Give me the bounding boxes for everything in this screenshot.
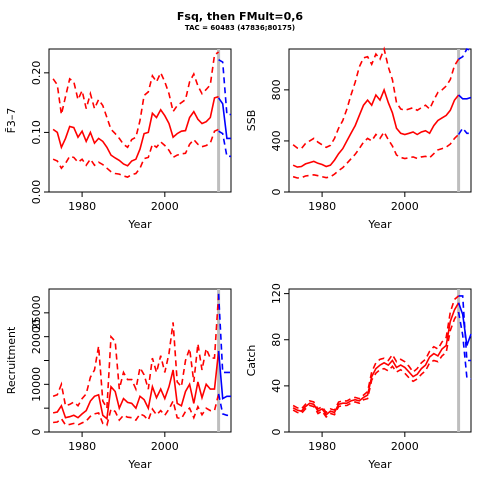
- panel-1-frame: [48, 48, 232, 193]
- panel-2-ytick-label-1: 400: [270, 130, 283, 151]
- panel-3-ylabel: Recruitment: [5, 326, 18, 394]
- panel-4-ytick-label-3: 120: [270, 283, 283, 304]
- panel-1-xtick-label-0: 1980: [68, 200, 96, 213]
- panel-2-ytick-label-2: 800: [270, 79, 283, 100]
- panel-2-historic-upper: [292, 46, 460, 150]
- panel-3-projection-upper: [217, 293, 231, 374]
- panel-3-historic-median: [52, 350, 220, 421]
- panel-4-xlabel: Year: [367, 458, 392, 471]
- panel-4-ytick-label-0: 0: [270, 429, 283, 436]
- panel-3-ytick-label-2: 10000: [30, 367, 43, 402]
- panel-4-historic-median: [292, 302, 460, 416]
- panel-1-projection-upper: [218, 59, 231, 116]
- panel-4-ytick-label-1: 40: [270, 379, 283, 393]
- panel-3-historic-upper: [52, 293, 220, 411]
- panel-1-ylabel: F̄3–7: [5, 108, 18, 134]
- panel-3-xlabel: Year: [127, 458, 152, 471]
- panel-1-historic-upper: [52, 51, 220, 149]
- panel-4-xtick-label-1: 2000: [391, 440, 419, 453]
- figure-subtitle: TAC = 60483 (47836;80175): [184, 24, 296, 32]
- panel-2-historic-lower: [292, 130, 460, 179]
- panel-2-xlabel: Year: [367, 218, 392, 231]
- panel-2-xtick-label-1: 2000: [391, 200, 419, 213]
- panel-4-ytick-label-2: 80: [270, 333, 283, 347]
- panel-3-xtick-label-1: 2000: [151, 440, 179, 453]
- panel-2-projection-upper: [458, 48, 472, 60]
- panel-2-ytick-label-0: 0: [270, 189, 283, 196]
- panel-1-historic-median: [52, 95, 219, 167]
- panel-1-ytick-label-0: 0.00: [30, 180, 43, 205]
- panel-1-ytick-label-1: 0.10: [30, 120, 43, 145]
- panel-3-ytick-label-5: 25000: [30, 295, 43, 330]
- panel-3-projection-lower: [217, 393, 231, 417]
- panel-4-projection-lower: [457, 311, 472, 380]
- panel-3-historic-lower: [53, 393, 220, 427]
- panel-2-ylabel: SSB: [245, 110, 258, 132]
- panel-4-frame: [288, 288, 472, 433]
- panel-3-projection-median: [217, 350, 231, 400]
- panel-2-projection-lower: [457, 126, 471, 135]
- panel-3-ytick-label-0: 0: [30, 429, 43, 436]
- panel-2-historic-median: [292, 87, 460, 168]
- panel-4-projection-upper: [458, 295, 471, 362]
- panel-1-ytick-label-2: 0.20: [30, 61, 43, 86]
- panel-1-projection-median: [217, 97, 231, 140]
- panel-1-historic-lower: [52, 128, 219, 178]
- panel-4-projection-median: [457, 302, 472, 346]
- panel-1-projection-lower: [218, 130, 231, 158]
- panel-2-xtick-label-0: 1980: [308, 200, 336, 213]
- panel-3-ytick-label-4: 20000: [30, 319, 43, 354]
- panel-2-projection-median: [458, 94, 472, 100]
- panel-1-xlabel: Year: [127, 218, 152, 231]
- panel-1-xtick-label-1: 2000: [151, 200, 179, 213]
- panel-2-frame: [288, 48, 472, 193]
- panel-4-xtick-label-0: 1980: [308, 440, 336, 453]
- panel-3-xtick-label-0: 1980: [68, 440, 96, 453]
- panel-4-historic-lower: [292, 311, 460, 419]
- figure-title: Fsq, then FMult=0,6: [176, 10, 304, 23]
- panel-4-ylabel: Catch: [245, 345, 258, 377]
